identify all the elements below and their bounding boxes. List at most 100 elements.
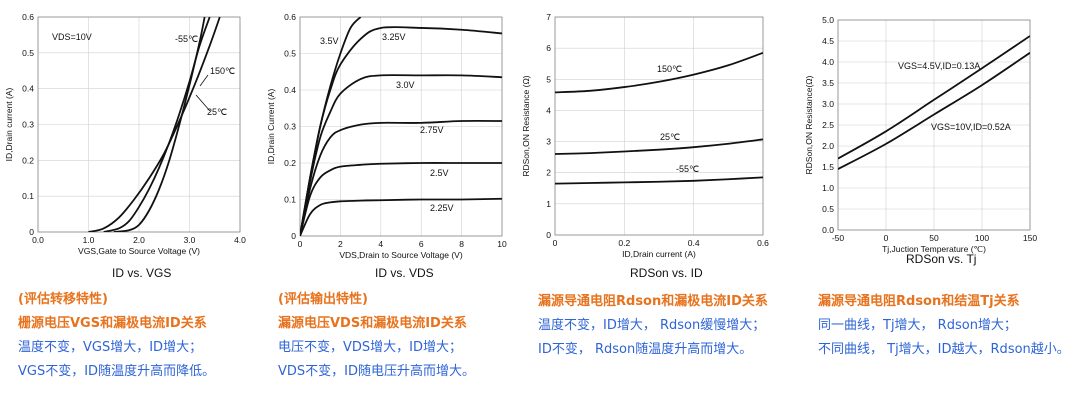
chart-rdson-vs-id: 0 1 2 3 4 5 6 7 0 0.2 0.4 0.6 ID,Drain current (A) RD…	[521, 12, 769, 259]
y-tick-label: 0.5	[22, 48, 34, 58]
chart-description: (评估转移特性) 栅源电压VGS和漏极电流ID关系 温度不变，VGS增大，ID增…	[18, 288, 215, 384]
y-tick-label: 0.3	[22, 120, 34, 130]
x-tick-label: 0.2	[618, 238, 630, 248]
y-tick-label: 0.0	[822, 225, 834, 235]
description-subheading: 漏源电压VDS和漏极电流ID关系	[278, 316, 467, 331]
series-label: VGS=10V,ID=0.52A	[931, 122, 1011, 132]
y-axis-label: ID,Drain Current (A)	[266, 89, 276, 165]
x-tick-label: 0.0	[32, 235, 44, 245]
description-heading: 漏源导通电阻Rdson和漏极电流ID关系	[538, 294, 768, 309]
y-tick-label: 4.0	[822, 57, 834, 67]
description-heading: (评估转移特性)	[18, 292, 108, 307]
series-line	[555, 138, 763, 155]
y-tick-label: 0.4	[22, 84, 34, 94]
y-tick-label: 2	[546, 168, 551, 178]
x-tick-label: 3.0	[184, 235, 196, 245]
y-tick-label: 0.6	[284, 12, 296, 22]
series-line	[300, 119, 502, 236]
series-label: 3.0V	[396, 80, 415, 90]
x-tick-label: 0	[884, 233, 889, 243]
x-tick-label: -50	[832, 233, 845, 243]
series-label: 25℃	[660, 132, 680, 142]
chart-caption: RDSon vs. ID	[630, 266, 703, 280]
description-line: 电压不变，VDS增大，ID增大；	[278, 340, 462, 355]
chart-panel-id-vs-vds: 0 0.1 0.2 0.3 0.4 0.5 0.6 0 2 4 6 8 10 VDS,Drain to S…	[262, 0, 522, 403]
y-tick-label: 5.0	[822, 15, 834, 25]
plot-frame	[554, 16, 764, 236]
x-axis-label: VDS,Drain to Source Voltage (V)	[339, 250, 462, 260]
y-tick-label: 2.5	[822, 120, 834, 130]
series-line	[300, 197, 502, 236]
chart-description: 漏源导通电阻Rdson和结温Tj关系 同一曲线，Tj增大， Rdson增大； 不…	[818, 290, 1070, 362]
y-tick-label: 0.5	[822, 204, 834, 214]
y-tick-label: 4.5	[822, 36, 834, 46]
series-line	[555, 176, 763, 185]
description-heading: 漏源导通电阻Rdson和结温Tj关系	[818, 294, 1020, 309]
series-label: 3.25V	[382, 32, 406, 42]
series-line	[300, 26, 502, 236]
y-tick-label: 2.0	[822, 141, 834, 151]
x-axis-label: VGS,Gate to Source Voltage (V)	[78, 246, 200, 256]
y-tick-label: 1.0	[822, 183, 834, 193]
series-label: -55℃	[175, 34, 198, 44]
y-tick-label: 4	[546, 105, 551, 115]
chart-id-vs-vgs: 0 0.1 0.2 0.3 0.4 0.5 0.6 0.0 1.0 2.0 3.0 4.0 VGS,Ga…	[4, 12, 246, 256]
plot-frame	[299, 16, 503, 237]
x-tick-label: 8	[459, 239, 464, 249]
chart-panel-rdson-vs-id: 0 1 2 3 4 5 6 7 0 0.2 0.4 0.6 ID,Drain current (A) RD…	[520, 0, 790, 403]
description-line: VGS不变，ID随温度升高而降低。	[18, 364, 216, 379]
chart-rdson-vs-tj: 0.0 0.5 1.0 1.5 2.0 2.5 3.0 3.5 4.0 4.5 5.0 -50 0 50 1…	[804, 15, 1037, 254]
series-line	[555, 51, 763, 94]
x-tick-label: 150	[1023, 233, 1037, 243]
y-tick-label: 0	[291, 231, 296, 241]
x-tick-label: 0.6	[757, 238, 769, 248]
y-tick-label: 0.3	[284, 122, 296, 132]
series-line	[103, 17, 211, 232]
plot-frame	[37, 16, 241, 233]
series-line	[838, 52, 1030, 170]
series-label: VGS=4.5V,ID=0.13A	[898, 61, 980, 71]
y-tick-label: 0.2	[284, 158, 296, 168]
chart-panel-rdson-vs-tj: 0.0 0.5 1.0 1.5 2.0 2.5 3.0 3.5 4.0 4.5 5.0 -50 0 50 1…	[798, 0, 1080, 403]
y-axis-label: ID,Drain current (A)	[4, 87, 14, 161]
label-leader	[199, 74, 209, 87]
y-tick-label: 0.5	[284, 49, 296, 59]
description-line: ID不变， Rdson随温度升高而增大。	[538, 342, 753, 357]
description-line: 同一曲线，Tj增大， Rdson增大；	[818, 318, 1017, 333]
series-label: 150℃	[657, 64, 682, 74]
description-line: 不同曲线， Tj增大，ID越大，Rdson越小。	[818, 342, 1070, 357]
y-tick-label: 0	[29, 227, 34, 237]
x-axis-label: ID,Drain current (A)	[622, 249, 696, 259]
x-tick-label: 0	[298, 239, 303, 249]
plot-frame	[837, 19, 1031, 231]
series-line	[300, 74, 502, 236]
series-label: 3.5V	[320, 36, 339, 46]
description-line: 温度不变，ID增大， Rdson缓慢增大；	[538, 318, 766, 333]
x-tick-label: 4.0	[234, 235, 246, 245]
y-tick-label: 0.6	[22, 12, 34, 22]
description-heading: (评估输出特性)	[278, 292, 368, 307]
series-line	[88, 17, 221, 232]
series-label: 2.75V	[420, 125, 444, 135]
y-tick-label: 3	[546, 137, 551, 147]
chart-caption: RDSon vs. Tj	[906, 252, 977, 266]
x-tick-label: 10	[497, 239, 507, 249]
y-tick-label: 0.4	[284, 85, 296, 95]
x-tick-label: 0.4	[688, 238, 700, 248]
x-tick-label: 6	[419, 239, 424, 249]
y-axis-label: RDSon,ON Resistance (Ω)	[521, 75, 531, 176]
series-line	[300, 162, 502, 236]
y-tick-label: 6	[546, 43, 551, 53]
series-label: -55℃	[676, 164, 699, 174]
x-tick-label: 2	[338, 239, 343, 249]
y-tick-label: 0.2	[22, 155, 34, 165]
series-label: 2.25V	[430, 203, 454, 213]
chart-description: 漏源导通电阻Rdson和漏极电流ID关系 温度不变，ID增大， Rdson缓慢增…	[538, 290, 768, 362]
x-tick-label: 1.0	[83, 235, 95, 245]
series-label: 25℃	[207, 107, 227, 117]
series-line	[838, 35, 1030, 160]
x-tick-label: 100	[975, 233, 989, 243]
x-tick-label: 50	[929, 233, 939, 243]
y-tick-label: 7	[546, 12, 551, 22]
chart-annotation: VDS=10V	[52, 32, 92, 42]
